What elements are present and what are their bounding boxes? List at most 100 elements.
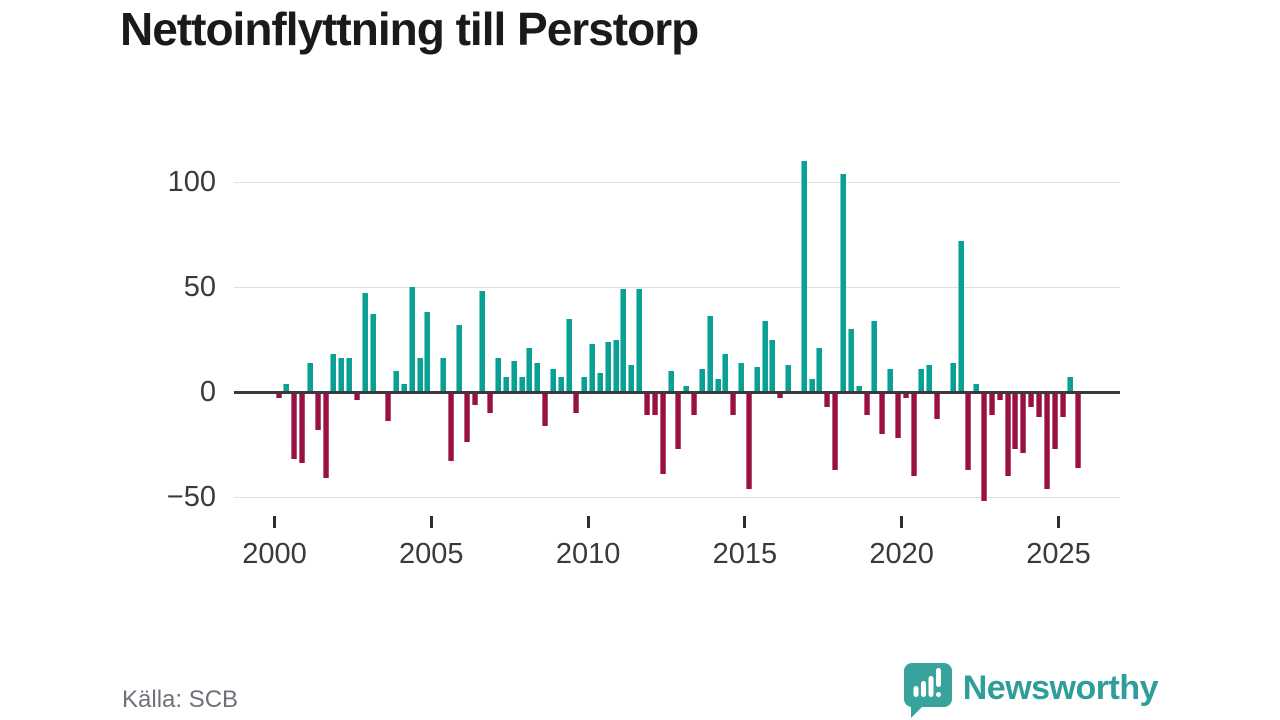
x-axis-tick	[273, 516, 276, 528]
quarter-bar	[996, 392, 1003, 401]
x-axis-tick	[586, 516, 590, 528]
quarter-bar	[393, 371, 400, 392]
newsworthy-logo-icon	[903, 662, 953, 720]
quarter-bar	[808, 379, 815, 392]
quarter-bar	[353, 392, 360, 401]
quarter-bar	[471, 392, 478, 405]
x-axis-tick	[743, 516, 747, 528]
quarter-bar	[698, 368, 705, 392]
quarter-bar	[832, 392, 839, 470]
quarter-bar	[651, 392, 658, 416]
quarter-bar	[612, 339, 619, 392]
quarter-bar	[918, 368, 925, 392]
quarter-bar	[683, 385, 690, 392]
newsworthy-logo-text: Newsworthy	[962, 668, 1159, 707]
quarter-bar	[502, 377, 509, 392]
quarter-bar	[753, 366, 760, 392]
quarter-bar	[338, 358, 345, 392]
quarter-bar	[275, 392, 282, 399]
quarter-bar	[1051, 392, 1058, 449]
quarter-bar	[839, 173, 846, 392]
quarter-bar	[800, 161, 807, 392]
quarter-bar	[369, 314, 376, 392]
x-axis-tick-label: 2015	[712, 538, 778, 570]
quarter-bar	[291, 392, 298, 460]
gridline	[234, 497, 1120, 498]
gridline	[234, 182, 1120, 183]
quarter-bar	[887, 368, 894, 392]
quarter-bar	[769, 339, 776, 392]
chart-title: Nettoinflyttning till Perstorp	[120, 3, 699, 55]
quarter-bar	[902, 392, 909, 399]
y-axis-tick-label: −50	[166, 480, 216, 513]
quarter-bar	[455, 324, 462, 392]
x-axis-tick-label: 2020	[869, 538, 934, 570]
quarter-bar	[330, 354, 337, 392]
quarter-bar	[691, 392, 698, 416]
quarter-bar	[738, 362, 745, 392]
quarter-bar	[879, 392, 886, 434]
quarter-bar	[926, 364, 933, 392]
quarter-bar	[416, 358, 423, 392]
quarter-bar	[1028, 392, 1035, 407]
quarter-bar	[596, 373, 603, 392]
quarter-bar	[510, 360, 517, 392]
quarter-bar	[855, 385, 862, 392]
quarter-bar	[526, 347, 533, 392]
quarter-bar	[894, 392, 901, 439]
quarter-bar	[722, 354, 729, 392]
quarter-bar	[1075, 392, 1082, 468]
quarter-bar	[322, 392, 329, 479]
quarter-bar	[565, 318, 572, 392]
x-axis-tick-label: 2010	[555, 538, 621, 570]
zero-axis-line	[234, 390, 1120, 394]
quarter-bar	[706, 316, 713, 392]
quarter-bar	[957, 240, 964, 392]
quarter-bar	[424, 312, 431, 392]
quarter-bar	[973, 383, 980, 392]
quarter-bar	[1035, 392, 1042, 418]
quarter-bar	[1012, 392, 1019, 449]
quarter-bar	[847, 329, 854, 392]
quarter-bar	[518, 377, 525, 392]
quarter-bar	[385, 392, 392, 422]
quarter-bar	[573, 392, 580, 413]
quarter-bar	[871, 320, 878, 392]
quarter-bar	[346, 358, 353, 392]
quarter-bar	[299, 392, 306, 464]
quarter-bar	[675, 392, 682, 449]
quarter-bar	[400, 383, 407, 392]
x-axis-tick-label: 2000	[242, 538, 307, 570]
quarter-bar	[534, 362, 541, 392]
quarter-bar	[643, 392, 650, 416]
quarter-bar	[981, 392, 988, 502]
quarter-bar	[479, 291, 486, 392]
quarter-bar	[628, 364, 635, 392]
quarter-bar	[988, 392, 995, 416]
quarter-bar	[361, 293, 368, 392]
quarter-bar	[667, 371, 674, 392]
quarter-bar	[730, 392, 737, 416]
x-axis-tick	[1057, 516, 1060, 528]
quarter-bar	[581, 377, 588, 392]
quarter-bar	[487, 392, 494, 413]
quarter-bar	[589, 343, 596, 392]
gridline	[234, 287, 1120, 288]
quarter-bar	[495, 358, 502, 392]
quarter-bar	[965, 392, 972, 470]
quarter-bar	[314, 392, 321, 430]
quarter-bar	[306, 362, 313, 392]
quarter-bar	[863, 392, 870, 416]
quarter-bar	[283, 383, 290, 392]
quarter-bar	[1067, 377, 1074, 392]
quarter-bar	[1043, 392, 1050, 489]
x-axis-tick-label: 2025	[1026, 538, 1091, 570]
quarter-bar	[949, 362, 956, 392]
y-axis-tick-label: 100	[167, 165, 216, 198]
y-axis-tick-label: 50	[183, 270, 216, 303]
quarter-bar	[408, 287, 415, 392]
quarter-bar	[761, 320, 768, 392]
quarter-bar	[785, 364, 792, 392]
quarter-bar	[824, 392, 831, 407]
